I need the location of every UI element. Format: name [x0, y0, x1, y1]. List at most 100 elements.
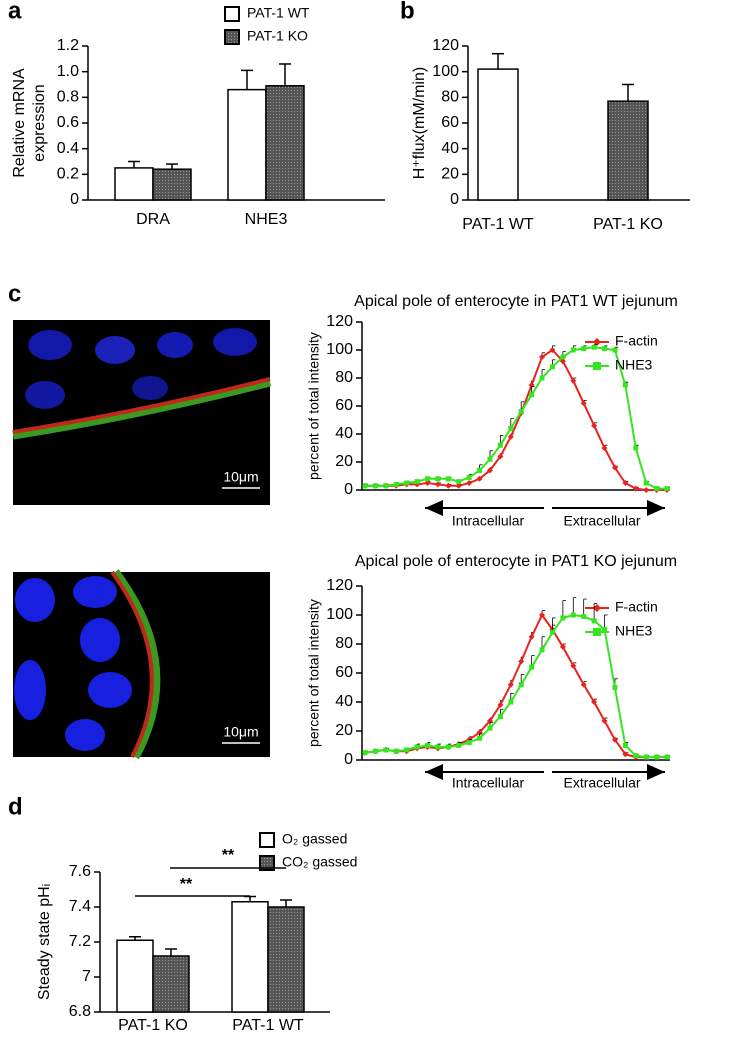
y-tick-label: 20 — [335, 453, 353, 470]
micrograph-ko — [13, 569, 270, 760]
y-tick-label: 1.0 — [57, 63, 79, 80]
marker — [383, 483, 389, 489]
y-axis-label: H⁺flux(mM/min) — [411, 67, 428, 179]
y-tick-label: 80 — [335, 635, 353, 652]
y-tick-label: 100 — [432, 63, 459, 80]
marker — [570, 612, 576, 618]
marker — [570, 377, 577, 384]
marker — [539, 647, 545, 653]
bar — [152, 168, 192, 201]
y-tick-label: 120 — [432, 37, 459, 54]
marker — [622, 480, 629, 486]
bar — [607, 100, 649, 201]
marker — [466, 740, 472, 746]
marker — [435, 476, 441, 482]
bar — [267, 906, 305, 1013]
marker — [362, 483, 368, 489]
y-tick-label: 6.8 — [69, 1003, 91, 1020]
y-tick-label: 80 — [441, 89, 459, 106]
y-tick-label: 0 — [344, 751, 353, 768]
marker — [633, 445, 639, 451]
marker — [539, 375, 545, 381]
marker — [508, 425, 514, 431]
marker — [622, 743, 628, 748]
legend-marker — [593, 362, 601, 370]
marker — [508, 699, 514, 705]
marker — [476, 475, 483, 482]
marker — [539, 612, 546, 618]
marker — [643, 480, 649, 486]
marker — [529, 392, 535, 398]
marker — [622, 751, 629, 758]
y-tick-label: 7.4 — [69, 898, 91, 915]
marker — [622, 382, 628, 388]
marker — [466, 480, 473, 486]
marker — [372, 748, 378, 754]
legend-swatch — [224, 6, 240, 22]
y-axis-label: Steady state pHᵢ — [36, 884, 53, 1000]
marker — [581, 346, 587, 352]
marker — [611, 736, 618, 743]
significance-label: ** — [222, 847, 235, 864]
marker — [591, 422, 598, 429]
marker — [549, 347, 556, 353]
marker — [549, 629, 555, 635]
marker — [487, 456, 493, 462]
legend-label: O₂ gassed — [282, 831, 347, 847]
marker — [414, 744, 420, 750]
y-axis-label: percent of total intensity — [306, 332, 322, 480]
marker — [445, 482, 452, 489]
x-tick-label: DRA — [136, 211, 170, 228]
marker — [383, 747, 389, 753]
y-tick-label: 100 — [326, 606, 353, 623]
marker — [497, 714, 503, 719]
marker — [486, 467, 493, 474]
marker — [414, 479, 420, 485]
x-tick-label: PAT-1 WT — [462, 216, 534, 233]
marker — [643, 754, 649, 760]
marker — [518, 682, 524, 688]
marker — [591, 344, 597, 350]
y-tick-label: 120 — [326, 577, 353, 594]
legend-label: CO₂ gassed — [282, 854, 357, 870]
marker — [445, 744, 451, 750]
marker — [612, 685, 618, 690]
marker — [404, 747, 410, 753]
marker — [455, 482, 462, 489]
marker — [570, 347, 576, 353]
y-tick-label: 0 — [70, 191, 79, 208]
marker — [528, 633, 535, 640]
annotation: Extracellular — [563, 513, 640, 529]
y-tick-label: 0.8 — [57, 89, 79, 106]
legend-marker — [593, 604, 601, 612]
y-tick-label: 1.2 — [57, 37, 79, 54]
y-tick-label: 40 — [335, 425, 353, 442]
marker — [424, 743, 430, 748]
marker — [445, 476, 451, 482]
marker — [654, 754, 660, 760]
y-axis-label: expression — [31, 84, 48, 161]
marker — [435, 744, 441, 750]
marker — [497, 442, 503, 448]
marker — [591, 699, 598, 705]
y-tick-label: 0.2 — [57, 166, 79, 183]
legend-label: NHE3 — [615, 357, 653, 373]
marker — [477, 735, 483, 741]
marker — [602, 627, 608, 632]
marker — [633, 753, 639, 759]
y-tick-label: 0.6 — [57, 114, 79, 131]
marker — [601, 717, 608, 724]
bar — [477, 68, 519, 201]
bar — [265, 85, 305, 201]
legend-swatch — [259, 832, 275, 848]
marker — [601, 445, 608, 451]
marker — [581, 613, 587, 619]
marker — [477, 467, 483, 473]
marker — [602, 346, 608, 352]
marker — [404, 480, 410, 486]
bar — [114, 167, 154, 201]
legend-label: PAT-1 WT — [247, 5, 310, 21]
marker — [456, 479, 462, 485]
x-tick-label: NHE3 — [245, 211, 288, 228]
